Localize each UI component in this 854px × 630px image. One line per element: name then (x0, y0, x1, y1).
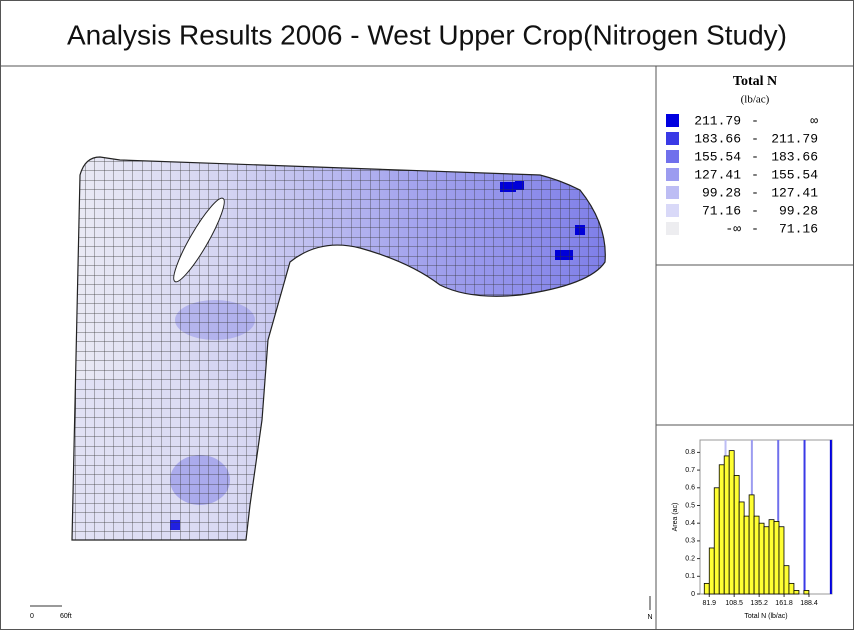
legend-separator: - (751, 113, 759, 128)
legend-swatch (666, 186, 679, 199)
bar (708, 547, 715, 595)
legend-to: 183.66 (771, 149, 818, 164)
y-tick-label: 0.2 (685, 555, 695, 562)
bar (768, 519, 775, 595)
bar (718, 464, 725, 595)
legend-separator: - (751, 185, 759, 200)
legend-separator: - (751, 203, 759, 218)
legend-to: 71.16 (779, 221, 818, 236)
legend-from: 71.16 (702, 203, 741, 218)
legend-title: Total N (733, 74, 777, 89)
legend-separator: - (751, 221, 759, 236)
bar (793, 590, 800, 595)
legend-swatch (666, 204, 679, 217)
x-axis-label: Total N (lb/ac) (744, 613, 787, 620)
legend-to: ∞ (810, 113, 818, 128)
title: Analysis Results 2006 - West Upper Crop(… (67, 19, 787, 50)
bar (758, 522, 765, 595)
bar (773, 521, 780, 595)
y-tick-label: 0.7 (685, 467, 695, 474)
legend-swatch (666, 168, 679, 181)
legend-swatch (666, 150, 679, 163)
field-hole (173, 197, 225, 283)
legend-separator: - (751, 131, 759, 146)
bar (703, 582, 710, 595)
legend-unit: (lb/ac) (741, 94, 770, 106)
x-tick-label: 161.8 (775, 600, 793, 607)
legend-from: 183.66 (694, 131, 741, 146)
legend-to: 211.79 (771, 131, 818, 146)
y-axis-label: Area (ac) (672, 503, 679, 532)
bar (783, 565, 790, 595)
y-tick-label: 0.5 (685, 502, 695, 509)
scale-end: 60ft (60, 613, 72, 620)
legend-swatch (666, 114, 679, 127)
x-tick-label: 81.9 (702, 600, 716, 607)
y-tick-label: 0.8 (685, 449, 695, 456)
bar (803, 590, 810, 595)
legend-swatch (666, 222, 679, 235)
legend-from: 99.28 (702, 185, 741, 200)
y-tick-label: 0 (691, 591, 695, 598)
legend-to: 127.41 (771, 185, 818, 200)
x-tick-label: 135.2 (750, 600, 768, 607)
scale-start: 0 (30, 613, 34, 620)
bar (733, 475, 740, 595)
legend-from: 127.41 (694, 167, 741, 182)
legend-separator: - (751, 167, 759, 182)
x-tick-label: 188.4 (800, 600, 818, 607)
bar (743, 515, 750, 595)
bar (788, 582, 795, 595)
bar (728, 450, 735, 595)
bar (778, 526, 785, 595)
legend-from: 155.54 (694, 149, 741, 164)
bar (738, 501, 745, 595)
legend-to: 155.54 (771, 167, 818, 182)
legend-separator: - (751, 149, 759, 164)
y-tick-label: 0.6 (685, 485, 695, 492)
legend-from: -∞ (725, 221, 741, 236)
legend-swatch (666, 132, 679, 145)
y-tick-label: 0.3 (685, 538, 695, 545)
legend-to: 99.28 (779, 203, 818, 218)
y-tick-label: 0.1 (685, 573, 695, 580)
bar (763, 526, 770, 595)
north-label: N (647, 614, 652, 621)
x-tick-label: 108.5 (725, 600, 743, 607)
bar (723, 455, 730, 595)
y-tick-label: 0.4 (685, 520, 695, 527)
bar (748, 494, 755, 595)
bar (753, 515, 760, 595)
bar (713, 487, 720, 595)
legend-from: 211.79 (694, 113, 741, 128)
